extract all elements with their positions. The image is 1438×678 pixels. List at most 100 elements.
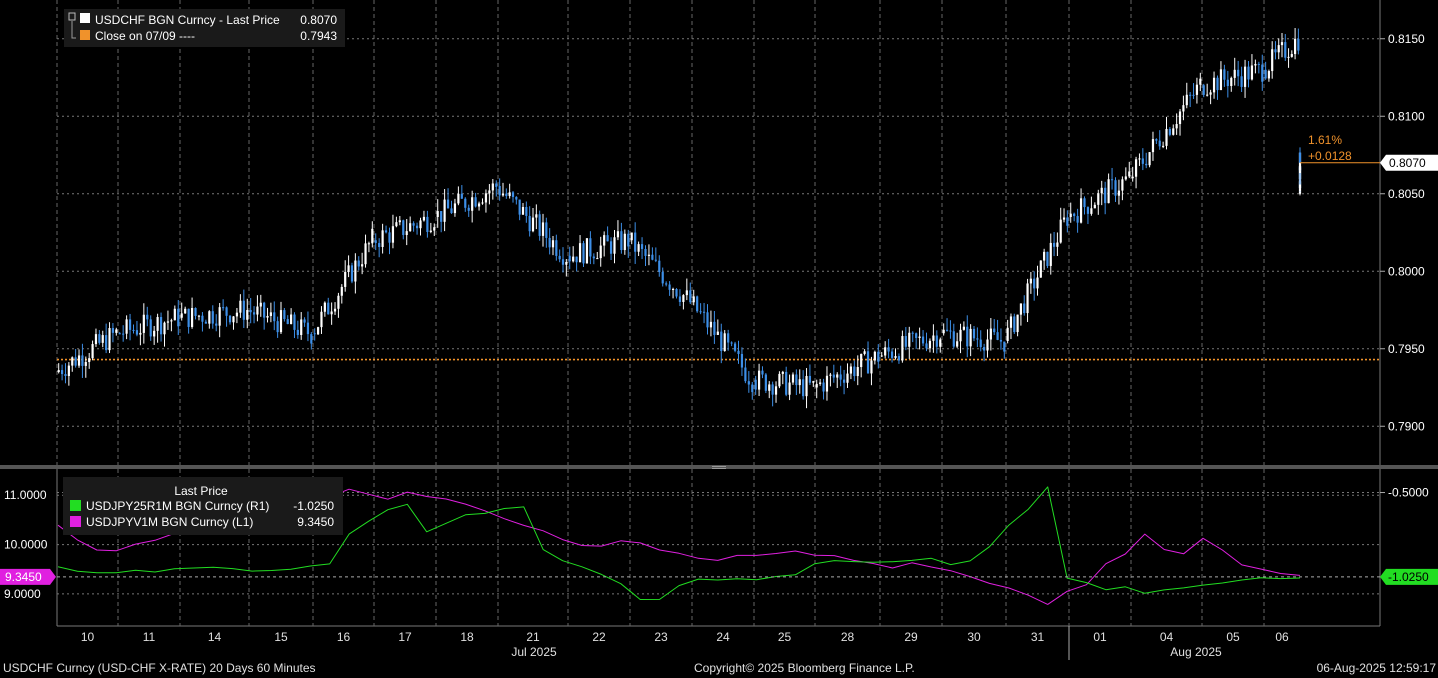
candle: [1073, 213, 1076, 217]
candle: [306, 322, 310, 335]
legend-close-label: Close on 07/09 ----: [95, 29, 195, 43]
candle: [391, 226, 395, 243]
candle: [1293, 38, 1297, 55]
candle: [1006, 327, 1009, 341]
series-swatch-usdchf: [80, 13, 90, 23]
candle: [699, 311, 702, 313]
candle: [853, 366, 856, 377]
candle: [849, 366, 853, 374]
candle: [696, 296, 699, 312]
candle: [1117, 190, 1121, 196]
legend-close-value: 0.7943: [300, 29, 337, 43]
candle: [675, 288, 678, 297]
candle: [757, 370, 761, 390]
candle: [525, 206, 528, 216]
candle: [744, 367, 747, 382]
candle: [599, 245, 602, 259]
x-tick-label: 29: [904, 630, 918, 644]
candle: [1226, 79, 1229, 87]
candle: [1066, 217, 1069, 226]
candle: [337, 295, 340, 309]
candle: [1290, 54, 1293, 57]
candle: [484, 193, 488, 203]
candle: [1026, 283, 1029, 314]
candle: [1298, 152, 1302, 163]
candle: [156, 317, 159, 331]
candle: [1100, 187, 1103, 194]
candle: [1199, 78, 1202, 85]
candle: [558, 255, 561, 260]
candle: [1104, 187, 1107, 204]
candle: [918, 336, 921, 338]
candle: [488, 190, 491, 194]
candle: [939, 339, 942, 347]
candle: [1145, 163, 1148, 166]
candle: [64, 374, 67, 376]
candle: [471, 197, 474, 211]
candle: [640, 244, 644, 249]
top-legend: USDCHF BGN Curncy - Last Price 0.8070 Cl…: [64, 9, 345, 47]
candle: [996, 332, 999, 340]
candle: [999, 339, 1003, 342]
candle: [1216, 77, 1219, 91]
candle: [768, 384, 771, 391]
candle: [822, 382, 825, 392]
candle: [118, 333, 121, 335]
right-value-tag-label: -1.0250: [1388, 570, 1429, 584]
candle: [678, 296, 682, 302]
candle: [727, 333, 730, 343]
series-swatch-close: [80, 30, 90, 40]
candle: [1175, 124, 1178, 129]
candle: [491, 183, 494, 191]
candle: [668, 284, 671, 290]
candle: [637, 244, 640, 252]
candle: [283, 310, 286, 320]
candle: [754, 379, 757, 390]
candle: [163, 322, 166, 335]
candle: [347, 265, 350, 272]
candle: [972, 328, 976, 339]
legend-vol-label: USDJPYV1M BGN Curncy (L1): [86, 515, 253, 529]
candle: [1086, 207, 1090, 214]
candle: [983, 347, 986, 351]
candle: [887, 347, 890, 352]
bottom-legend: Last Price USDJPY25R1M BGN Curncy (R1) -…: [63, 477, 343, 535]
candle: [1192, 94, 1195, 96]
candle: [1016, 314, 1019, 333]
candle: [1158, 140, 1161, 147]
candle: [795, 374, 798, 386]
candle: [1121, 179, 1124, 191]
x-tick-label: 25: [778, 630, 792, 644]
candle: [88, 358, 91, 363]
candle: [901, 336, 904, 361]
candle: [788, 382, 791, 395]
candle: [184, 308, 187, 314]
candle: [57, 370, 60, 372]
candle: [884, 347, 887, 356]
candle: [561, 259, 565, 265]
y-left-tick-label: 11.0000: [4, 488, 47, 502]
candle: [153, 330, 156, 337]
candle: [692, 296, 695, 303]
candle: [1134, 159, 1138, 177]
candle: [747, 381, 750, 385]
candle: [606, 235, 609, 242]
candle: [384, 230, 388, 233]
candle: [860, 353, 863, 368]
candle: [269, 312, 272, 316]
candle: [751, 384, 754, 393]
candle: [921, 336, 925, 344]
candle: [541, 222, 545, 236]
candle: [952, 331, 955, 347]
candle: [1247, 66, 1250, 80]
candle: [125, 319, 128, 334]
candle: [651, 254, 654, 260]
candle: [585, 238, 589, 264]
candle: [644, 248, 647, 256]
candle: [1128, 171, 1131, 177]
candle: [730, 342, 733, 344]
candle: [374, 240, 377, 244]
candle: [1202, 85, 1205, 95]
candle: [1280, 42, 1284, 46]
